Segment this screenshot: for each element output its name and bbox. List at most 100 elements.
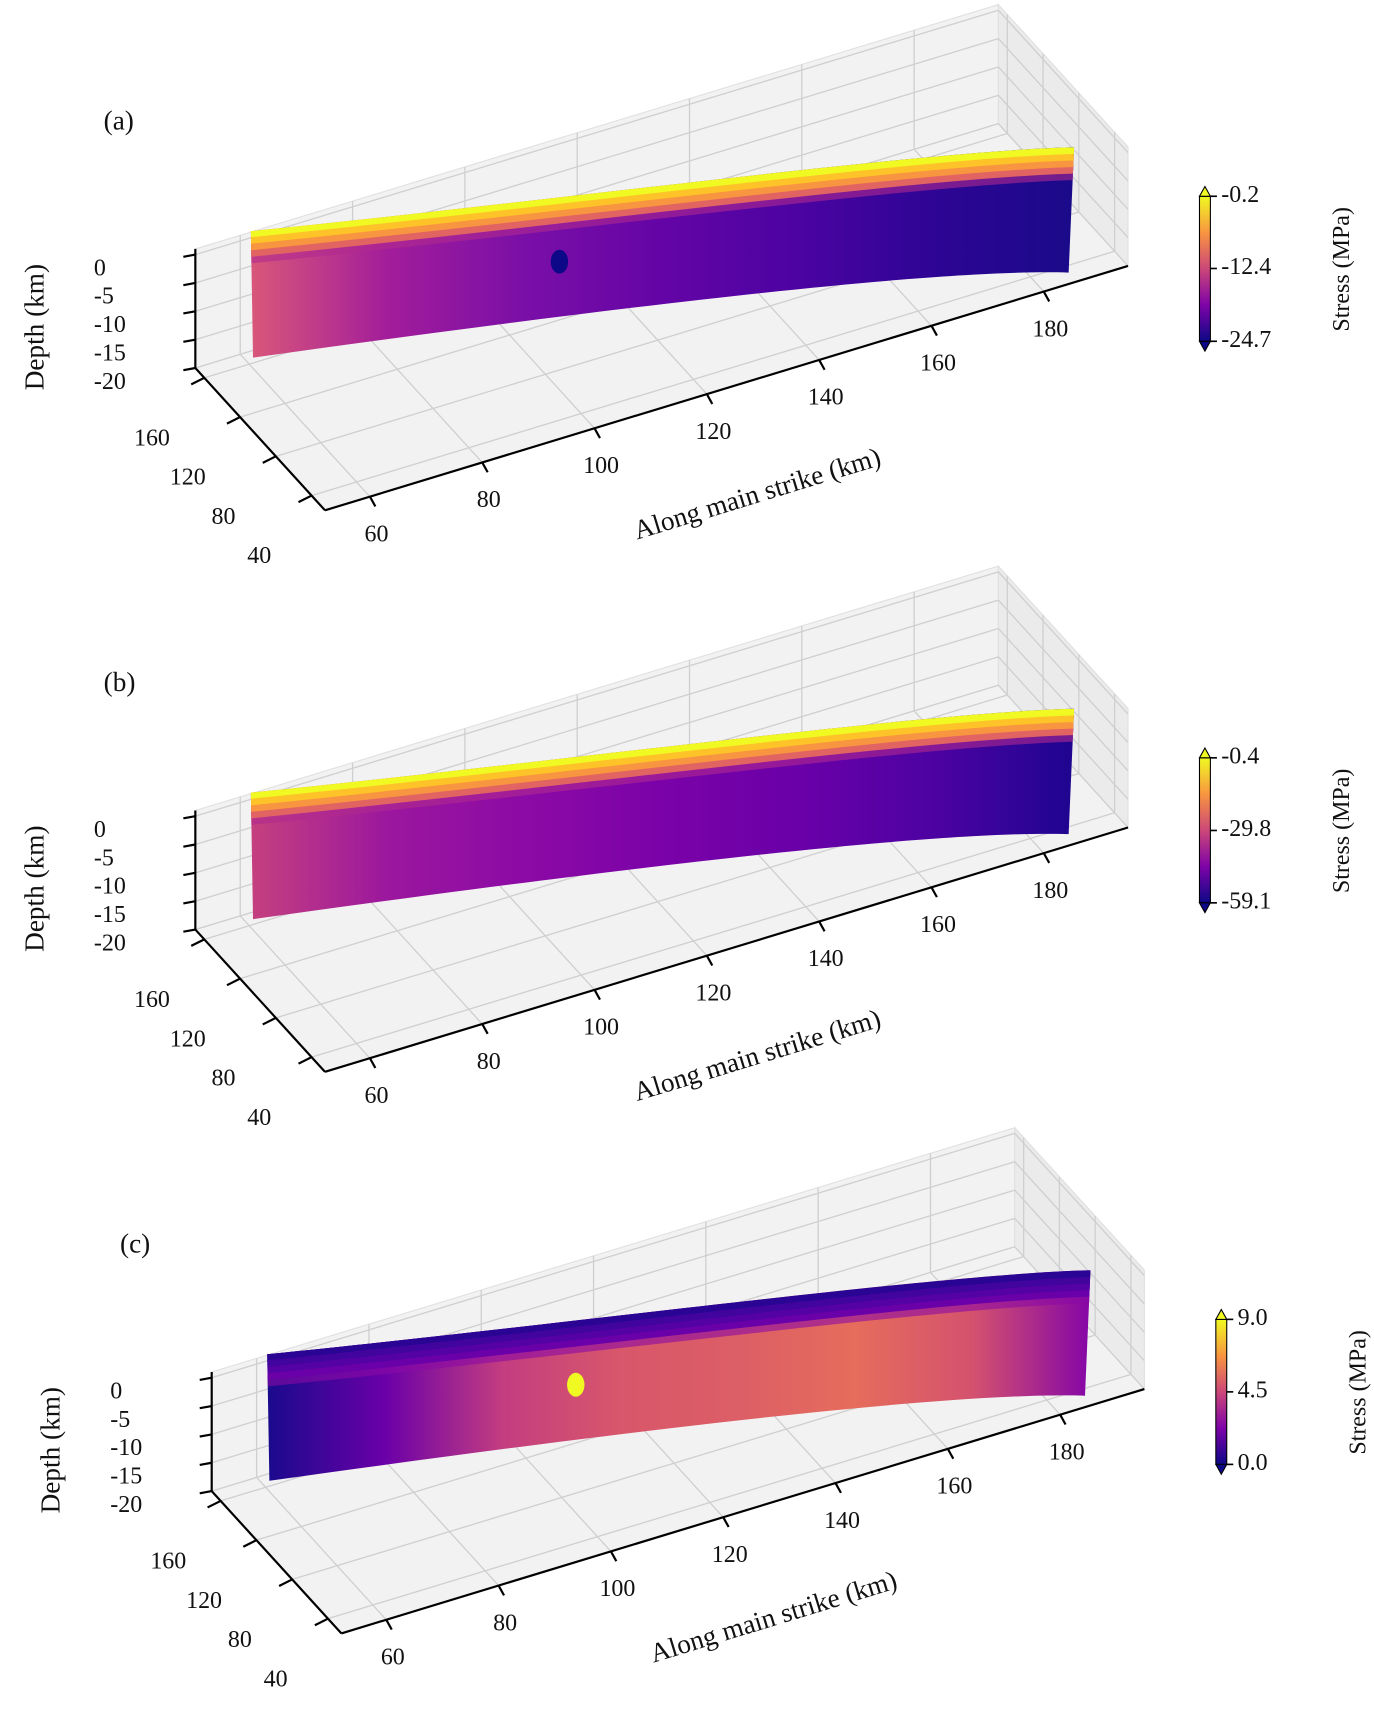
x-tick-label: 100	[599, 1576, 635, 1602]
z-tick	[199, 1490, 212, 1495]
marker	[550, 249, 569, 274]
x-tick-label: 180	[1049, 1439, 1085, 1465]
grid-line	[1014, 1132, 1145, 1277]
z-tick	[183, 338, 196, 343]
y-tick	[314, 1617, 329, 1627]
z-tick-label: -20	[94, 930, 126, 956]
z-tick-label: 0	[94, 255, 106, 281]
y-tick-label: 160	[134, 425, 170, 451]
colorbar-extend	[1198, 746, 1212, 759]
grid-line	[311, 250, 1115, 497]
x-tick-label: 120	[695, 980, 731, 1006]
grid-line	[256, 1476, 387, 1621]
x-tick	[497, 1585, 505, 1596]
colorbar	[1198, 195, 1211, 342]
fault-surface	[250, 708, 1075, 920]
y-tick	[278, 1578, 293, 1587]
grid-line	[997, 571, 1129, 715]
x-tick	[705, 955, 714, 967]
y-tick-label: 120	[170, 465, 206, 491]
y-tick	[298, 1056, 313, 1065]
z-tick-label: -20	[94, 369, 126, 395]
z-tick-label: -15	[110, 1464, 142, 1490]
x-tick	[1042, 291, 1051, 302]
x-tick	[481, 1023, 489, 1035]
z-tick	[183, 310, 196, 315]
z-tick	[183, 815, 196, 820]
x-tick-label: 160	[936, 1474, 972, 1500]
x-tick	[385, 1619, 393, 1631]
x-axis-label: Along main strike (km)	[630, 442, 884, 546]
grid-line	[327, 1373, 1132, 1620]
x-tick	[593, 989, 601, 1001]
fault-surface	[250, 147, 1075, 358]
x-tick	[609, 1550, 618, 1562]
colorbar	[1215, 1318, 1228, 1465]
z-tick	[199, 1433, 212, 1438]
grid-line	[997, 9, 1129, 154]
z-tick	[183, 253, 196, 258]
colorbar-tick-label: 0.0	[1238, 1450, 1268, 1476]
x-tick-label: 140	[808, 946, 844, 972]
panel-label: (b)	[104, 667, 136, 697]
colorbar-extend	[1198, 340, 1212, 353]
z-tick-label: -15	[94, 902, 126, 928]
x-tick	[722, 1516, 730, 1528]
y-tick	[226, 416, 241, 425]
colorbar-extend	[1198, 185, 1212, 197]
colorbar-label: Stress (MPa)	[1329, 207, 1355, 332]
x-axis-label: Along main strike (km)	[630, 1003, 884, 1107]
x-tick-label: 160	[920, 912, 956, 938]
grid-line	[352, 881, 483, 1025]
colorbar-tick-label: 9.0	[1238, 1305, 1268, 1331]
z-axis-label: Depth (km)	[19, 825, 49, 951]
x-tick	[930, 886, 938, 898]
z-tick	[183, 366, 196, 372]
x-tick-label: 80	[493, 1610, 517, 1636]
x-tick	[368, 496, 377, 507]
y-tick-label: 160	[150, 1549, 186, 1575]
x-tick	[593, 427, 601, 439]
x-tick-label: 140	[824, 1508, 860, 1534]
z-tick-label: 0	[110, 1378, 122, 1404]
grid-line	[997, 599, 1129, 743]
grid-line	[211, 1132, 1015, 1379]
colorbar-extend	[1198, 902, 1212, 914]
x-tick-label: 80	[477, 487, 501, 513]
marker	[567, 1372, 585, 1397]
x-tick-label: 60	[381, 1644, 405, 1670]
x-tick-label: 60	[364, 1083, 388, 1109]
y-tick	[262, 455, 277, 464]
y-tick-label: 80	[228, 1627, 252, 1653]
grid-line	[352, 319, 483, 463]
x-tick-label: 80	[477, 1049, 501, 1075]
y-tick-label: 120	[170, 1026, 206, 1052]
x-tick-label: 120	[695, 419, 731, 445]
fault-surface	[267, 1270, 1091, 1481]
grid-line	[368, 1442, 500, 1587]
x-tick-label: 180	[1032, 878, 1068, 904]
panel: 608010012014016018040801201600-5-10-15-2…	[36, 1126, 1371, 1692]
z-tick-label: 0	[94, 817, 106, 843]
panel: 608010012014016018040801201600-5-10-15-2…	[19, 564, 1355, 1131]
z-tick-label: -10	[110, 1435, 142, 1461]
grid-line	[1014, 1161, 1145, 1305]
colorbar-tick-label: -12.4	[1221, 254, 1271, 280]
y-axis	[194, 928, 326, 1073]
y-axis	[194, 367, 326, 512]
x-tick	[946, 1448, 955, 1460]
colorbar-tick-label: -59.1	[1221, 888, 1271, 914]
grid-line	[239, 915, 371, 1059]
colorbar-extend	[1214, 1463, 1228, 1476]
z-tick-label: -20	[110, 1492, 142, 1518]
grid-line	[997, 66, 1129, 210]
x-tick	[930, 325, 938, 337]
y-axis	[210, 1490, 343, 1635]
z-tick	[183, 900, 196, 905]
x-axis-label: Along main strike (km)	[646, 1565, 900, 1669]
panel: 608010012014016018040801201600-5-10-15-2…	[19, 3, 1355, 569]
z-tick	[183, 871, 196, 877]
x-tick-label: 140	[808, 385, 844, 411]
grid-line	[311, 812, 1115, 1058]
y-tick-label: 40	[264, 1666, 288, 1692]
